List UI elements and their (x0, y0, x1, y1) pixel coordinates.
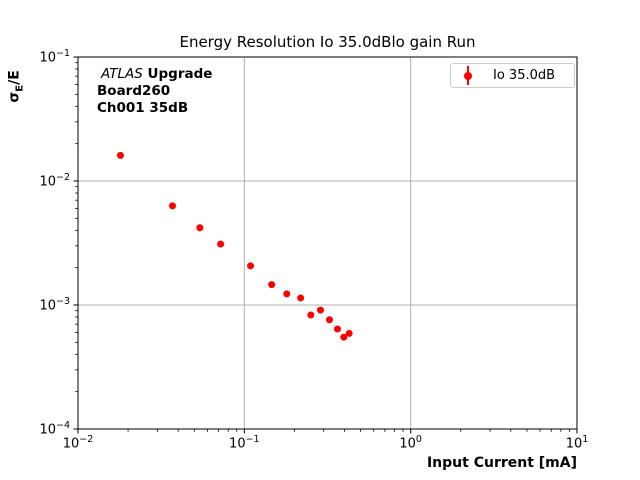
data-point (283, 290, 291, 298)
data-point (196, 224, 204, 232)
x-tick-label: 10−1 (229, 434, 260, 452)
errorbar-marker-icon (463, 66, 473, 85)
legend: Io 35.0dB (450, 63, 575, 88)
annotation-board: Board260 (97, 83, 171, 99)
annotation-channel: Ch001 35dB (97, 100, 189, 116)
annotation-line-experiment: ATLAS Upgrade (97, 66, 212, 83)
x-tick-label: 101 (565, 434, 589, 452)
x-tick-label: 10−2 (62, 434, 94, 452)
chart-title: Energy Resolution Io 35.0dBlo gain Run (179, 33, 476, 51)
y-axis-label-subscript: E (14, 84, 26, 92)
y-tick-label: 10−1 (39, 48, 70, 66)
axes-spines (77, 56, 578, 430)
y-axis-label-rest: /E (6, 70, 23, 85)
data-point (247, 262, 255, 270)
data-point (340, 333, 348, 341)
data-point (333, 325, 341, 333)
annotation-experiment: ATLAS (101, 66, 143, 82)
annotation-block: ATLAS Upgrade Board260 Ch001 35dB (97, 66, 212, 117)
data-point (169, 202, 177, 210)
y-tick-label: 10−2 (39, 172, 70, 190)
legend-label: Io 35.0dB (493, 68, 556, 83)
errorbar-dot (464, 71, 472, 80)
data-point (345, 329, 353, 337)
data-point (307, 311, 315, 319)
annotation-program: Upgrade (147, 66, 213, 82)
data-point (297, 294, 305, 302)
y-tick-label: 10−3 (39, 296, 70, 314)
x-tick-label: 100 (399, 434, 422, 452)
y-tick-label: 10−4 (39, 420, 70, 438)
data-point (325, 316, 333, 324)
data-point (217, 240, 225, 248)
y-axis-label: σE/E (7, 36, 26, 136)
y-axis-label-sigma: σ (6, 91, 23, 103)
x-axis-label: Input Current [mA] (426, 455, 577, 471)
data-point (268, 281, 276, 289)
data-point (116, 151, 124, 159)
data-point (316, 306, 324, 314)
